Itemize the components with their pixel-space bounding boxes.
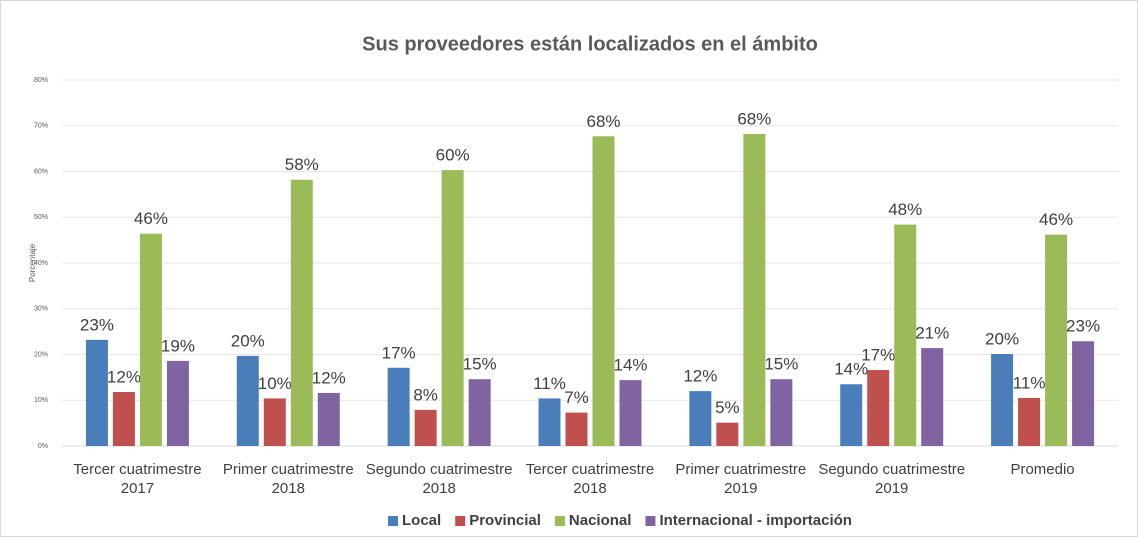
bar xyxy=(468,379,491,446)
bar xyxy=(716,422,739,446)
data-label: 46% xyxy=(134,209,168,228)
bar xyxy=(770,379,793,446)
data-label: 15% xyxy=(463,355,497,374)
chart-title: Sus proveedores están localizados en el … xyxy=(362,33,818,55)
data-label: 23% xyxy=(1066,317,1100,336)
bar xyxy=(1072,341,1095,446)
x-tick-label: Promedio xyxy=(1010,461,1075,478)
legend-label: Provincial xyxy=(469,512,541,529)
data-label: 19% xyxy=(161,336,195,355)
bar xyxy=(840,384,863,446)
y-tick-label: 70% xyxy=(34,123,48,130)
bar xyxy=(263,398,286,446)
legend-swatch xyxy=(455,516,466,526)
bar xyxy=(565,412,588,446)
data-label: 12% xyxy=(312,368,346,387)
data-label: 17% xyxy=(382,343,416,362)
x-tick-label: Tercer cuatrimestre 2018 xyxy=(525,461,655,497)
bar xyxy=(387,367,410,446)
data-label: 46% xyxy=(1039,210,1073,229)
y-tick-label: 80% xyxy=(34,77,48,84)
data-label: 10% xyxy=(258,374,292,393)
bar xyxy=(743,133,766,447)
data-label: 8% xyxy=(413,385,438,404)
bar xyxy=(317,392,340,446)
data-label: 12% xyxy=(683,367,717,386)
bar xyxy=(1045,234,1068,446)
legend-label: Local xyxy=(402,512,441,529)
y-tick-label: 0% xyxy=(38,443,48,450)
bar xyxy=(867,370,890,446)
bar xyxy=(290,179,313,447)
data-label: 5% xyxy=(715,398,740,417)
bar xyxy=(538,398,561,446)
data-label: 20% xyxy=(231,331,265,350)
data-label: 7% xyxy=(564,388,589,407)
bar xyxy=(85,339,108,446)
x-tick-label: Tercer cuatrimestre 2017 xyxy=(73,461,202,497)
y-tick-label: 10% xyxy=(34,397,48,404)
bar xyxy=(689,391,712,446)
legend-label: Nacional xyxy=(569,512,632,529)
bar xyxy=(619,380,642,446)
legend-label: Internacional - importación xyxy=(659,512,852,529)
data-label: 23% xyxy=(80,315,114,334)
bar xyxy=(894,224,917,446)
data-label: 14% xyxy=(834,360,868,379)
x-tick-label: Primer cuatrimestre 2018 xyxy=(222,461,354,497)
data-label: 12% xyxy=(107,367,141,386)
y-tick-label: 50% xyxy=(34,214,48,221)
legend-swatch xyxy=(388,516,399,526)
x-tick-label: Primer cuatrimestre 2019 xyxy=(675,461,807,497)
x-tick-label: Segundo cuatrimestre 2019 xyxy=(818,461,966,497)
bar xyxy=(166,360,189,446)
data-label: 48% xyxy=(888,200,922,219)
data-label: 21% xyxy=(915,324,949,343)
data-label: 14% xyxy=(613,356,647,375)
legend-swatch xyxy=(554,516,565,526)
y-axis-label: Porcentaje xyxy=(28,243,37,282)
data-label: 60% xyxy=(436,146,470,165)
data-label: 17% xyxy=(861,346,895,365)
x-tick-label: Segundo cuatrimestre 2018 xyxy=(365,461,513,497)
data-label: 68% xyxy=(586,112,620,131)
data-label: 20% xyxy=(985,330,1019,349)
bar xyxy=(1018,397,1041,446)
y-tick-label: 60% xyxy=(34,168,48,175)
data-label: 11% xyxy=(1013,373,1046,392)
data-label: 58% xyxy=(285,155,319,174)
bar xyxy=(592,136,615,446)
data-label: 11% xyxy=(533,374,566,393)
bar xyxy=(921,348,944,446)
bar xyxy=(139,233,162,446)
data-label: 15% xyxy=(764,355,798,374)
bar xyxy=(441,170,464,446)
bar xyxy=(991,354,1014,446)
bar xyxy=(236,355,259,446)
y-tick-label: 20% xyxy=(34,351,48,358)
bar xyxy=(414,409,437,446)
bar xyxy=(112,392,135,446)
y-tick-label: 30% xyxy=(34,306,48,313)
data-label: 68% xyxy=(737,109,771,128)
y-tick-label: 40% xyxy=(34,260,48,267)
legend-swatch xyxy=(645,516,656,526)
